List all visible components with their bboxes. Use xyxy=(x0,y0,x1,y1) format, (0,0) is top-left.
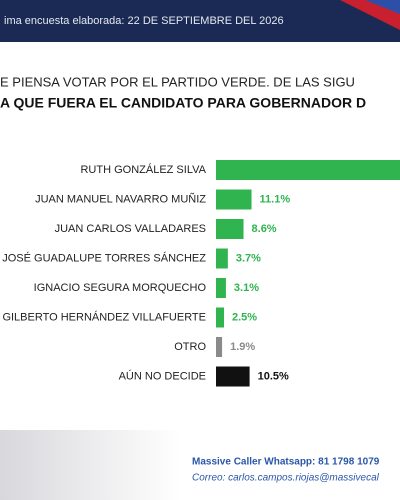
category-label: JUAN CARLOS VALLADARES xyxy=(55,223,206,235)
value-label: 1.9% xyxy=(230,341,255,353)
value-label: 8.6% xyxy=(252,223,277,235)
value-label: 2.5% xyxy=(232,311,257,323)
value-label: 11.1% xyxy=(260,193,291,205)
footer-line: Massive Caller Whatsapp: 81 1798 1079 xyxy=(192,457,380,468)
header-bar xyxy=(0,0,400,42)
bar xyxy=(216,307,224,328)
bar xyxy=(216,189,252,210)
date-line: ima encuesta elaborada: 22 DE SEPTIEMBRE… xyxy=(4,15,284,27)
category-label: AÚN NO DECIDE xyxy=(119,369,206,382)
bar xyxy=(216,278,226,298)
value-label: 3.1% xyxy=(234,282,259,294)
footer-shade xyxy=(0,430,180,500)
bar xyxy=(216,219,244,239)
bar xyxy=(216,366,250,387)
question-line: E PIENSA VOTAR POR EL PARTIDO VERDE. DE … xyxy=(0,74,355,89)
value-label: 10.5% xyxy=(258,370,289,382)
bar xyxy=(216,337,223,357)
bar xyxy=(216,248,228,269)
chart: RUTH GONZÁLEZ SILVA JUAN MANUEL NAVARRO M… xyxy=(2,160,400,387)
category-label: OTRO xyxy=(174,341,206,353)
category-label: JOSÉ GUADALUPE TORRES SÁNCHEZ xyxy=(2,251,206,264)
category-label: JUAN MANUEL NAVARRO MUÑIZ xyxy=(35,192,206,205)
bar xyxy=(216,160,400,180)
header-accent xyxy=(365,0,400,14)
question-line: A QUE FUERA EL CANDIDATO PARA GOBERNADOR… xyxy=(0,95,366,111)
footer-line: Correo: carlos.campos.riojas@massivecal xyxy=(192,473,380,484)
value-label: 3.7% xyxy=(236,252,261,264)
category-label: RUTH GONZÁLEZ SILVA xyxy=(80,163,206,176)
category-label: GILBERTO HERNÁNDEZ VILLAFUERTE xyxy=(2,310,206,323)
category-label: IGNACIO SEGURA MORQUECHO xyxy=(34,282,207,294)
